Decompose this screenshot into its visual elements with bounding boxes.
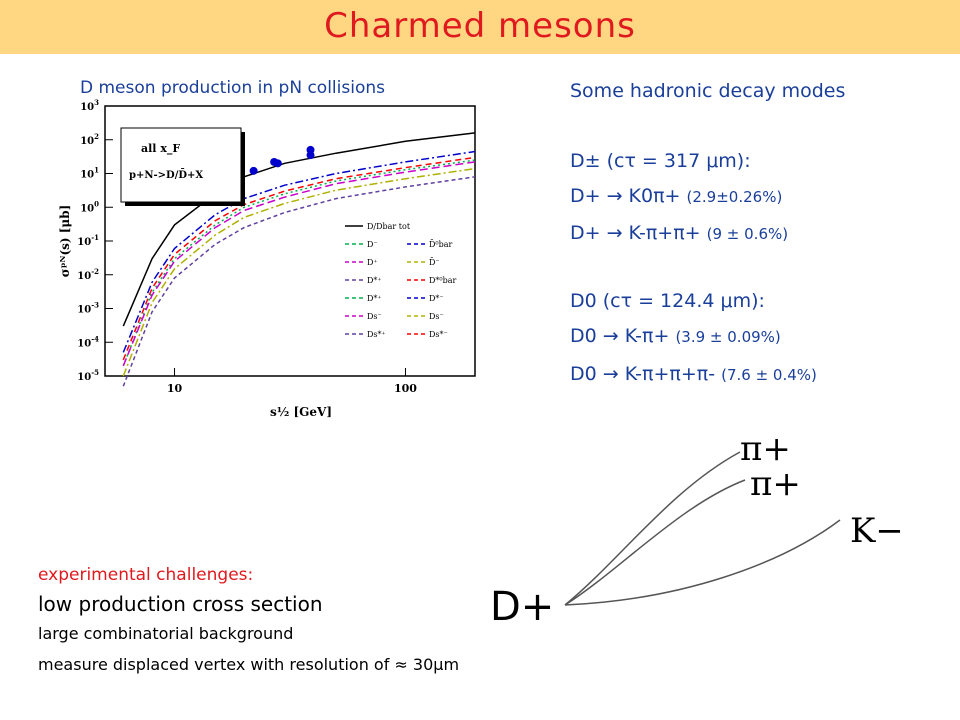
dpm-mode1: D+ → K0π+ (2.9±0.26%) — [570, 185, 782, 207]
d0-mode1: D0 → K-π+ (3.9 ± 0.09%) — [570, 325, 781, 347]
daughter2-label: π+ — [750, 464, 801, 504]
y-tick-label: 102 — [80, 132, 99, 147]
slide-title: Charmed mesons — [324, 6, 636, 46]
legend-label: D/Dbar tot — [367, 222, 411, 231]
inset-box — [120, 127, 242, 203]
legend-label: Ds⁻ — [367, 312, 382, 321]
y-tick-label: 103 — [80, 98, 99, 113]
dpm-mode1-br: (2.9±0.26%) — [686, 188, 783, 206]
data-point — [249, 166, 258, 175]
title-bar — [0, 0, 960, 54]
d0-mode2-br: (7.6 ± 0.4%) — [721, 366, 817, 384]
x-tick-label: 10 — [167, 382, 183, 395]
pion-track-1 — [564, 451, 741, 606]
dpm-mode2: D+ → K-π+π+ (9 ± 0.6%) — [570, 222, 788, 244]
legend-label: D̄⁰bar — [429, 240, 453, 249]
plot-layer: 10-5 10-4 10-3 10-2 10-1 100 101 102 103 10 100 s½ … — [58, 98, 476, 419]
y-tick-label: 10-1 — [77, 233, 99, 248]
kaon-track — [564, 519, 841, 606]
dpm-mode2-text: D+ → K-π+π+ — [570, 222, 701, 244]
daughter3-label: K− — [850, 511, 900, 551]
decay-heading: Some hadronic decay modes — [570, 80, 846, 102]
dpm-mode2-br: (9 ± 0.6%) — [706, 225, 789, 243]
dpm-mode1-text: D+ → K0π+ — [570, 185, 681, 207]
challenges-heading: experimental challenges: — [38, 565, 254, 585]
challenge-1: low production cross section — [38, 592, 323, 616]
legend-label: D*⁻ — [429, 294, 444, 303]
challenge-3: measure displaced vertex with resolution… — [38, 655, 460, 674]
legend-label: Ds⁻ — [429, 312, 444, 321]
series-line — [122, 176, 476, 387]
dpm-lifetime: D± (cτ = 317 μm): — [570, 150, 751, 172]
legend-label: D⁻ — [367, 240, 378, 249]
x-tick-label: 100 — [394, 382, 417, 395]
y-tick-label: 10-2 — [77, 267, 99, 282]
y-tick-label: 100 — [80, 199, 99, 214]
legend-label: D̄⁻ — [429, 258, 440, 267]
legend-label: D⁺ — [367, 258, 378, 267]
decay-diagram: D+ π+ π+ K− — [490, 429, 900, 630]
plot-caption: D meson production in pN collisions — [80, 78, 385, 98]
parent-label: D+ — [490, 584, 554, 630]
y-axis-label: σᵖᴺ(s) [μb] — [58, 205, 72, 278]
series-line — [122, 161, 476, 367]
series-line — [122, 167, 476, 377]
y-tick-label: 10-4 — [77, 334, 99, 349]
daughter1-label: π+ — [740, 429, 791, 469]
d0-mode1-br: (3.9 ± 0.09%) — [675, 328, 781, 346]
inset-line-1: all x_F — [141, 142, 180, 156]
inset-line-2: p+N->D/D̄+X — [129, 169, 203, 181]
legend-label: Ds*⁺ — [367, 330, 386, 339]
data-point — [306, 151, 315, 160]
challenge-2: large combinatorial background — [38, 624, 294, 643]
d0-lifetime: D0 (cτ = 124.4 μm): — [570, 290, 765, 312]
pion-track-2 — [564, 479, 746, 606]
legend-label: D*⁺ — [367, 294, 382, 303]
series-line — [122, 159, 476, 367]
y-tick-label: 101 — [80, 166, 99, 181]
d0-mode2-text: D0 → K-π+π+π- — [570, 363, 716, 385]
y-tick-label: 10-5 — [77, 368, 99, 383]
y-tick-label: 10-3 — [77, 301, 99, 316]
x-axis-label: s½ [GeV] — [270, 405, 332, 419]
d0-mode1-text: D0 → K-π+ — [570, 325, 670, 347]
cross-section-plot: 10-5 10-4 10-3 10-2 10-1 100 101 102 103 10 100 s½ … — [58, 98, 476, 419]
legend-label: D*⁺ — [367, 276, 382, 285]
data-point — [273, 159, 282, 168]
legend-label: D*⁰bar — [429, 276, 457, 285]
legend-label: Ds*⁻ — [429, 330, 448, 339]
d0-mode2: D0 → K-π+π+π- (7.6 ± 0.4%) — [570, 363, 817, 385]
